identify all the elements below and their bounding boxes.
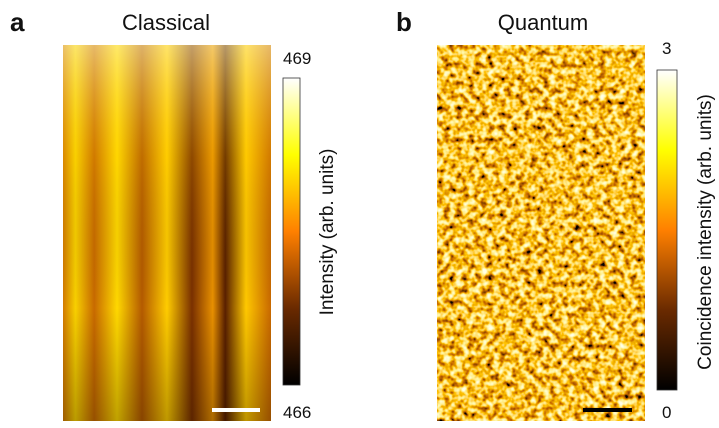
colorbar-label: Intensity (arb. units) xyxy=(317,149,338,316)
image-shading xyxy=(63,45,271,421)
colorbar-label: Coincidence intensity (arb. units) xyxy=(695,94,716,370)
panel-title: Classical xyxy=(122,10,210,35)
colorbar-max: 469 xyxy=(283,49,311,68)
panel-label: a xyxy=(10,7,25,37)
colorbar-min: 0 xyxy=(662,403,671,422)
panel-label: b xyxy=(396,7,412,37)
panel-title: Quantum xyxy=(498,10,589,35)
image xyxy=(437,45,645,421)
colorbar xyxy=(282,77,301,386)
colorbar xyxy=(656,69,678,391)
colorbar-min: 466 xyxy=(283,403,311,422)
colorbar-max: 3 xyxy=(662,39,671,58)
